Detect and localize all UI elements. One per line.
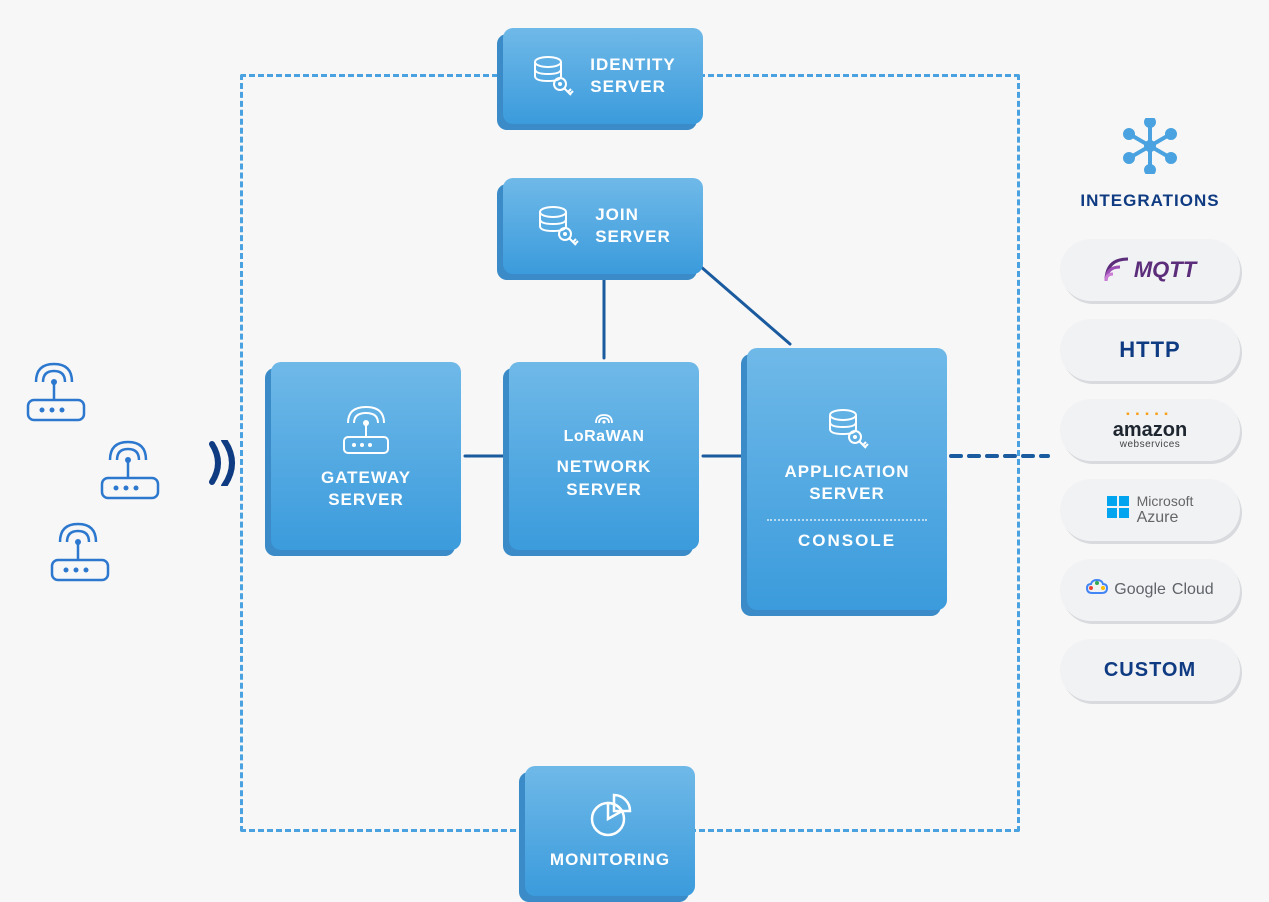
gateway-server-node: GATEWAY SERVER xyxy=(271,362,461,550)
node-face: MONITORING xyxy=(525,766,695,896)
node-face: IDENTITY SERVER xyxy=(503,28,703,124)
node-title: GATEWAY xyxy=(321,467,411,489)
integration-pill-gcloud: Google Cloud xyxy=(1060,559,1240,621)
join-server-node: JOIN SERVER xyxy=(503,178,703,274)
node-face: LoRaWAN NETWORK SERVER xyxy=(509,362,699,550)
pill-label: HTTP xyxy=(1119,337,1180,363)
google-cloud-icon xyxy=(1086,579,1108,602)
windows-icon xyxy=(1107,496,1129,524)
integration-pill-custom: CUSTOM xyxy=(1060,639,1240,701)
node-face: JOIN SERVER xyxy=(503,178,703,274)
pill-label-b: Cloud xyxy=(1172,581,1214,599)
device-icon xyxy=(94,430,172,507)
database-key-icon xyxy=(530,54,574,98)
lorawan-label: LoRaWAN xyxy=(564,428,645,445)
integrations-title: INTEGRATIONS xyxy=(1060,191,1240,211)
integration-pill-mqtt: MQTT xyxy=(1060,239,1240,301)
device-icon xyxy=(20,352,98,429)
pill-sublabel: webservices xyxy=(1120,440,1181,450)
integration-pill-http: HTTP xyxy=(1060,319,1240,381)
pill-label: CUSTOM xyxy=(1104,659,1196,682)
node-subtitle: SERVER xyxy=(809,483,885,505)
node-face: APPLICATION SERVER CONSOLE xyxy=(747,348,947,610)
node-subtitle: SERVER xyxy=(566,479,642,501)
console-label: CONSOLE xyxy=(767,519,927,551)
pie-chart-icon xyxy=(586,791,634,839)
node-subtitle: SERVER xyxy=(328,489,404,511)
node-title: NETWORK xyxy=(557,456,652,478)
database-key-icon xyxy=(825,407,869,451)
integration-pill-azure: MicrosoftAzure xyxy=(1060,479,1240,541)
gateway-icon xyxy=(334,401,398,457)
integration-pill-aws: ▪▪▪▪▪ amazon webservices xyxy=(1060,399,1240,461)
hub-icon xyxy=(1060,118,1240,179)
network-server-node: LoRaWAN NETWORK SERVER xyxy=(509,362,699,550)
diagram-canvas: IDENTITY SERVER JOIN SERVER GATEWAY SERV… xyxy=(0,0,1269,899)
node-title: JOIN xyxy=(595,204,671,226)
node-title: APPLICATION xyxy=(785,461,910,483)
application-server-node: APPLICATION SERVER CONSOLE xyxy=(747,348,947,610)
pill-label: amazon xyxy=(1113,419,1187,441)
pill-label: MicrosoftAzure xyxy=(1137,494,1194,527)
device-icon xyxy=(44,512,122,589)
pill-label: MQTT xyxy=(1134,257,1196,283)
wireless-signal-icon xyxy=(206,440,242,491)
node-subtitle: SERVER xyxy=(595,226,671,248)
node-face: GATEWAY SERVER xyxy=(271,362,461,550)
pill-label-a: Google xyxy=(1114,581,1166,599)
monitoring-node: MONITORING xyxy=(525,766,695,896)
node-title: IDENTITY xyxy=(590,54,675,76)
integrations-panel: INTEGRATIONS MQTT HTTP ▪▪▪▪▪ amazon webs… xyxy=(1060,118,1240,719)
node-title: MONITORING xyxy=(550,849,670,871)
identity-server-node: IDENTITY SERVER xyxy=(503,28,703,124)
lorawan-icon: LoRaWAN xyxy=(564,411,645,446)
database-key-icon xyxy=(535,204,579,248)
node-subtitle: SERVER xyxy=(590,76,675,98)
